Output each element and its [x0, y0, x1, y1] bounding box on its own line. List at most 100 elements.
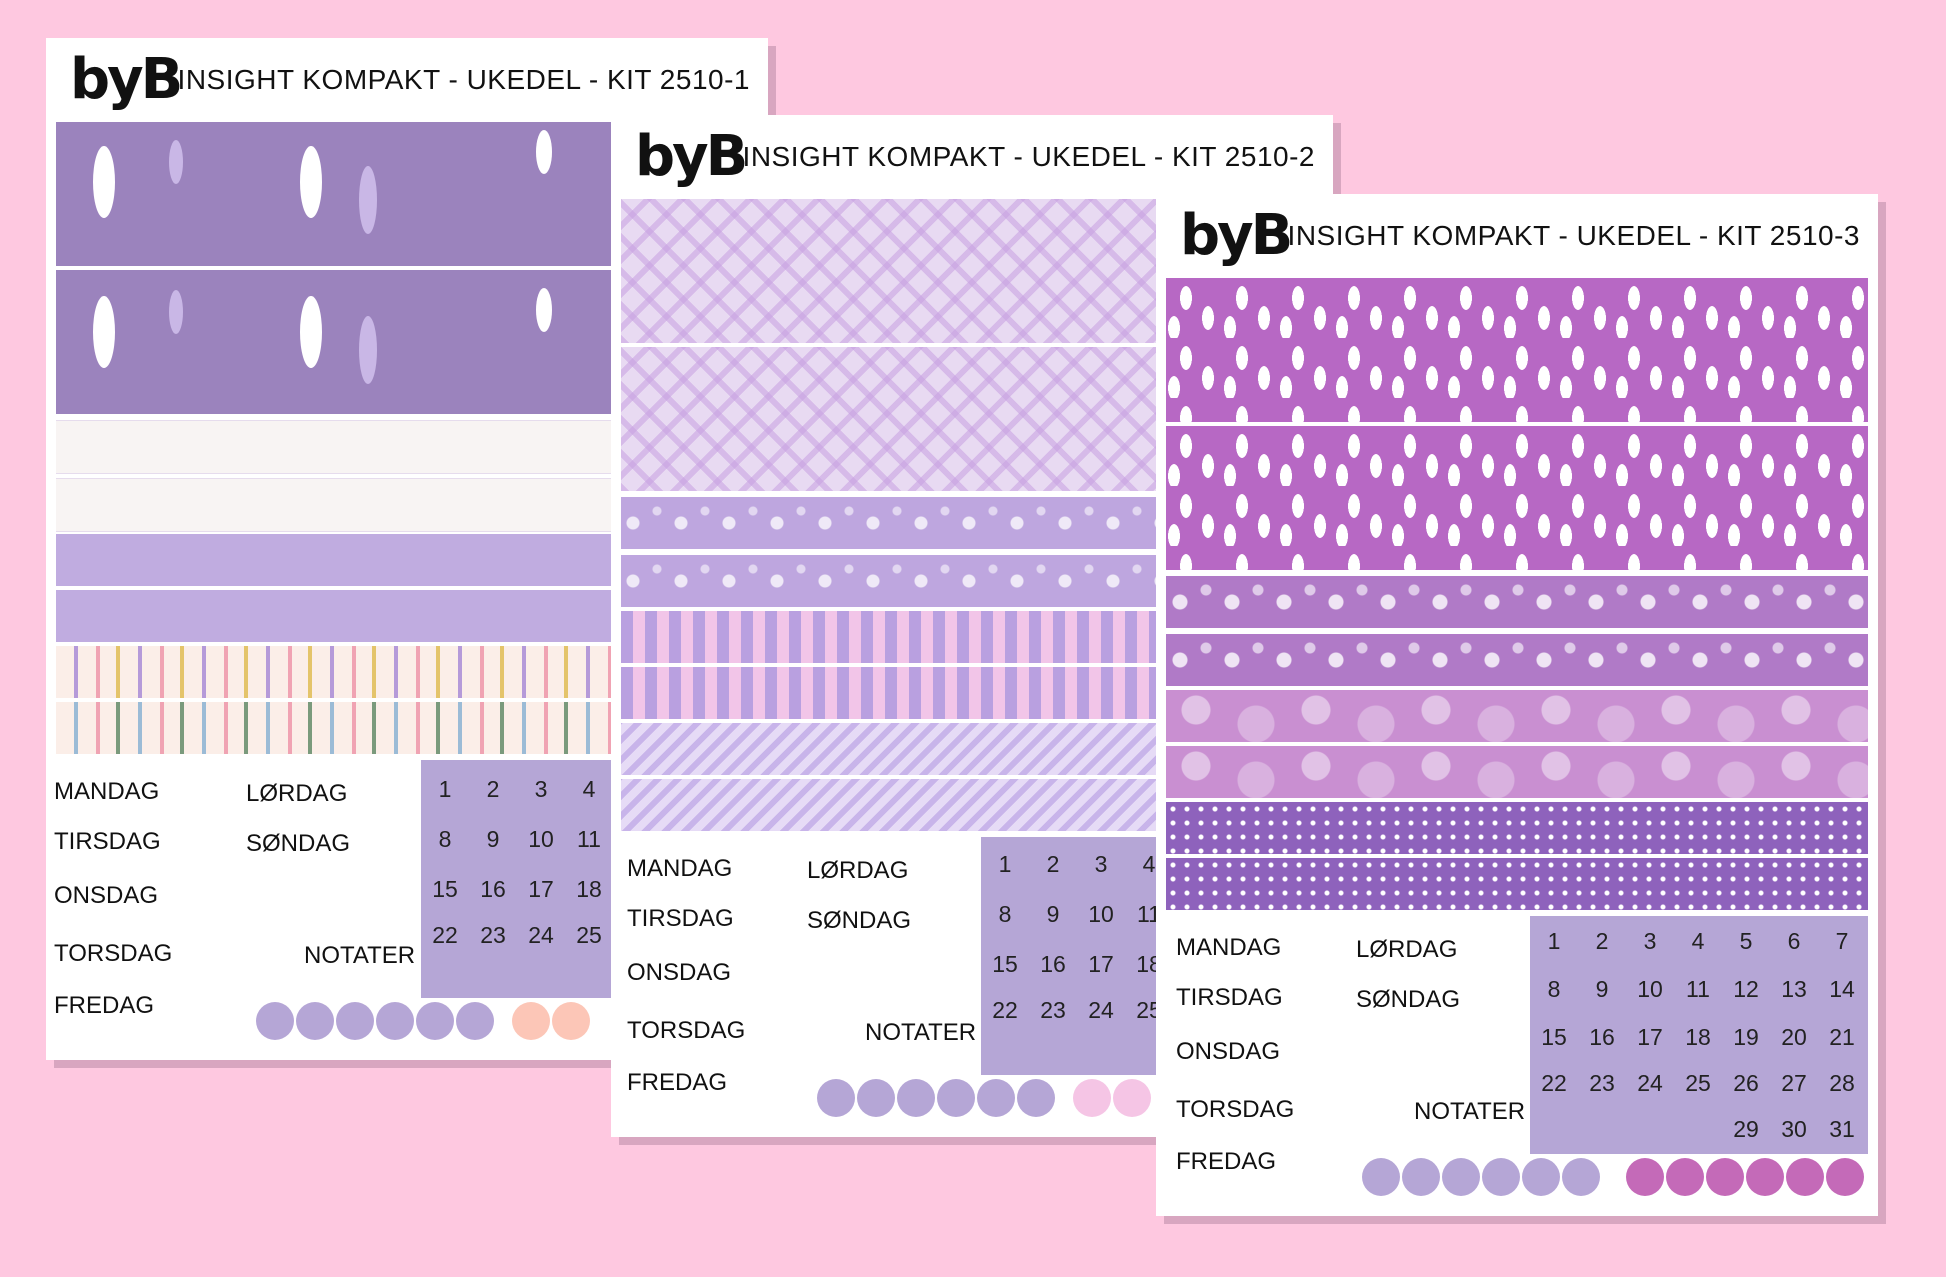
day-label-mandag: MANDAG	[1176, 934, 1282, 961]
date-number: 3	[1094, 851, 1108, 877]
date-number: 2	[1046, 851, 1060, 877]
date-number: 5	[1739, 928, 1753, 954]
date-number: 27	[1781, 1070, 1807, 1096]
washi-strip-purple-polka-dots	[1166, 802, 1868, 854]
dot-sticker	[1826, 1158, 1864, 1196]
date-number: 15	[432, 876, 458, 902]
dot-sticker	[1626, 1158, 1664, 1196]
dot-sticker	[937, 1079, 975, 1117]
dot-sticker	[336, 1002, 374, 1040]
day-label-lordag: LØRDAG	[246, 780, 348, 807]
date-number: 22	[1541, 1070, 1567, 1096]
dot-sticker	[897, 1079, 935, 1117]
date-number: 23	[1040, 997, 1066, 1023]
date-number: 16	[1589, 1024, 1615, 1050]
date-number: 4	[1691, 928, 1705, 954]
dot-sticker	[1442, 1158, 1480, 1196]
dot-sticker	[1073, 1079, 1111, 1117]
date-number: 9	[1046, 901, 1060, 927]
date-number: 11	[577, 826, 601, 852]
date-number: 23	[480, 922, 506, 948]
date-number: 17	[1088, 951, 1114, 977]
date-number: 10	[1637, 976, 1663, 1002]
dot-sticker	[512, 1002, 550, 1040]
washi-strip-purple-lace	[1166, 634, 1868, 686]
sheet-title: INSIGHT KOMPAKT - UKEDEL - KIT 2510-1	[177, 64, 750, 95]
date-number: 26	[1733, 1070, 1759, 1096]
date-number: 15	[1541, 1024, 1567, 1050]
date-number: 13	[1781, 976, 1807, 1002]
washi-strip-pink-bokeh	[1166, 690, 1868, 742]
date-number: 31	[1829, 1116, 1855, 1142]
day-label-fredag: FREDAG	[627, 1069, 728, 1096]
notes-label: NOTATER	[304, 942, 416, 969]
dot-sticker	[256, 1002, 294, 1040]
day-label-onsdag: ONSDAG	[54, 882, 159, 909]
day-label-onsdag: ONSDAG	[1176, 1038, 1281, 1065]
date-number: 23	[1589, 1070, 1615, 1096]
date-number: 19	[1733, 1024, 1759, 1050]
date-number: 1	[1547, 928, 1561, 954]
date-number: 28	[1829, 1070, 1855, 1096]
date-number: 25	[576, 922, 602, 948]
dot-sticker	[456, 1002, 494, 1040]
date-number: 10	[528, 826, 554, 852]
date-number: 3	[1643, 928, 1657, 954]
day-label-lordag: LØRDAG	[1356, 936, 1458, 963]
day-label-torsdag: TORSDAG	[54, 940, 173, 967]
date-sticker-block: 1 2 3 4 5 6 7 8 9 10 11 12 13 14 15 16 1…	[1530, 916, 1868, 1154]
brand-logo: byB	[70, 47, 183, 112]
date-number: 3	[534, 776, 548, 802]
dot-sticker	[1706, 1158, 1744, 1196]
dot-sticker	[296, 1002, 334, 1040]
washi-strip-magenta-petals	[1166, 426, 1868, 570]
dot-sticker	[1746, 1158, 1784, 1196]
date-number: 1	[998, 851, 1012, 877]
dot-sticker	[1522, 1158, 1560, 1196]
date-number: 25	[1685, 1070, 1711, 1096]
date-number: 17	[528, 876, 554, 902]
washi-strip-magenta-petals	[1166, 278, 1868, 422]
day-label-torsdag: TORSDAG	[627, 1017, 746, 1044]
day-label-tirsdag: TIRSDAG	[1176, 984, 1283, 1011]
date-number: 4	[1142, 851, 1156, 877]
day-label-fredag: FREDAG	[1176, 1148, 1277, 1175]
date-number: 1	[438, 776, 452, 802]
washi-strip-purple-polka-dots	[1166, 858, 1868, 910]
day-label-mandag: MANDAG	[627, 855, 733, 882]
date-number: 24	[1088, 997, 1114, 1023]
date-number: 17	[1637, 1024, 1663, 1050]
date-number: 8	[998, 901, 1012, 927]
dot-sticker	[1786, 1158, 1824, 1196]
day-label-fredag: FREDAG	[54, 992, 155, 1019]
day-label-lordag: LØRDAG	[807, 857, 909, 884]
notes-label: NOTATER	[865, 1019, 977, 1046]
date-number: 22	[992, 997, 1018, 1023]
dot-sticker	[1666, 1158, 1704, 1196]
brand-logo: byB	[635, 124, 748, 189]
dot-sticker	[552, 1002, 590, 1040]
date-number: 15	[992, 951, 1018, 977]
date-number: 18	[1685, 1024, 1711, 1050]
date-number: 29	[1733, 1116, 1759, 1142]
day-label-sondag: SØNDAG	[246, 830, 351, 857]
sticker-sheet-3: byB INSIGHT KOMPAKT - UKEDEL - KIT 2510-…	[1156, 194, 1878, 1216]
date-number: 24	[1637, 1070, 1663, 1096]
day-label-tirsdag: TIRSDAG	[54, 828, 161, 855]
dot-sticker	[1402, 1158, 1440, 1196]
dot-sticker	[857, 1079, 895, 1117]
day-label-tirsdag: TIRSDAG	[627, 905, 734, 932]
dot-sticker	[1113, 1079, 1151, 1117]
date-number: 11	[1686, 976, 1710, 1002]
date-number: 9	[1595, 976, 1609, 1002]
sheet-title: INSIGHT KOMPAKT - UKEDEL - KIT 2510-2	[742, 141, 1315, 172]
date-number: 8	[438, 826, 452, 852]
date-number: 14	[1829, 976, 1855, 1002]
dot-sticker	[416, 1002, 454, 1040]
date-number: 4	[582, 776, 596, 802]
date-number: 20	[1781, 1024, 1807, 1050]
date-number: 18	[576, 876, 602, 902]
date-number: 11	[1137, 901, 1161, 927]
date-number: 10	[1088, 901, 1114, 927]
day-label-mandag: MANDAG	[54, 778, 160, 805]
